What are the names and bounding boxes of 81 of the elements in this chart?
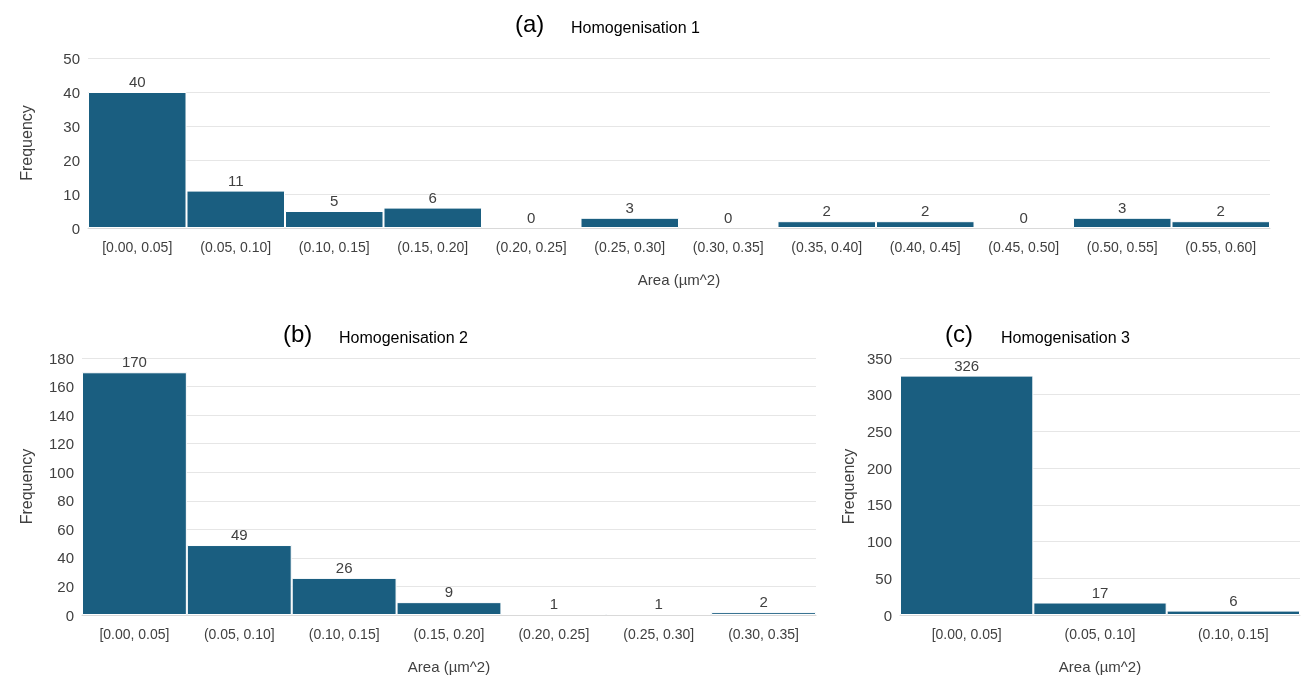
- data-label: 11: [227, 171, 244, 189]
- x-tick-label: (0.20, 0.25]: [518, 626, 590, 642]
- data-label: 2: [921, 202, 930, 220]
- x-tick-label: (0.05, 0.10]: [1064, 626, 1136, 642]
- y-tick-label: 40: [57, 549, 74, 567]
- x-axis-title: Area (µm^2): [1058, 658, 1142, 675]
- data-label: 326: [954, 356, 980, 374]
- x-tick-label: (0.05, 0.10]: [203, 626, 275, 642]
- data-label: 0: [724, 209, 733, 226]
- chart-title: (a): [515, 9, 545, 37]
- y-tick-label: 50: [63, 49, 80, 67]
- data-label: 2: [822, 202, 831, 220]
- y-tick-label: 0: [883, 606, 892, 624]
- y-tick-label: 40: [63, 83, 80, 101]
- data-label: 3: [625, 198, 634, 216]
- y-axis-title: Frequency: [17, 448, 35, 525]
- x-tick-label: [0.00, 0.05]: [102, 239, 173, 255]
- data-label: 1: [654, 594, 663, 612]
- x-tick-label: (0.25, 0.30]: [594, 239, 666, 255]
- y-tick-label: 0: [65, 606, 74, 624]
- x-axis-title: Area (µm^2): [407, 658, 491, 675]
- y-axis-title: Frequency: [839, 448, 857, 525]
- x-tick-label: (0.25, 0.30]: [623, 626, 695, 642]
- data-label: 3: [1118, 198, 1127, 216]
- data-label: 40: [128, 73, 146, 90]
- y-tick-label: 350: [866, 349, 892, 367]
- x-tick-label: (0.10, 0.15]: [298, 239, 370, 255]
- chart-title: (b): [283, 319, 313, 347]
- y-tick-label: 300: [866, 386, 892, 404]
- x-tick-label: (0.10, 0.15]: [308, 626, 380, 642]
- data-label: 1: [549, 594, 559, 612]
- x-tick-label: (0.40, 0.45]: [889, 239, 961, 255]
- chart-subtitle: Homogenisation 3: [1001, 328, 1131, 346]
- data-label: 9: [444, 583, 454, 601]
- data-label: 0: [527, 209, 536, 226]
- y-tick-label: 200: [866, 459, 892, 477]
- y-axis-title: Frequency: [17, 105, 35, 181]
- x-tick-label: (0.20, 0.25]: [495, 239, 567, 255]
- y-tick-label: 250: [866, 422, 892, 440]
- x-tick-label: [0.00, 0.05]: [99, 626, 170, 642]
- data-label: 6: [428, 188, 437, 206]
- y-tick-label: 150: [866, 496, 892, 514]
- data-label: 170: [121, 353, 147, 371]
- x-tick-label: (0.55, 0.60]: [1185, 239, 1257, 255]
- y-tick-label: 60: [57, 520, 74, 538]
- x-tick-label: (0.35, 0.40]: [791, 239, 863, 255]
- x-tick-label: (0.15, 0.20]: [413, 626, 485, 642]
- y-tick-label: 120: [48, 435, 74, 453]
- y-tick-label: 0: [71, 219, 80, 237]
- y-tick-label: 100: [48, 463, 74, 481]
- data-label: 0: [1019, 209, 1028, 226]
- x-tick-label: [0.00, 0.05]: [931, 626, 1002, 642]
- chart-subtitle: Homogenisation 1: [571, 18, 701, 36]
- y-tick-label: 50: [875, 569, 892, 587]
- x-axis-title: Area (µm^2): [637, 271, 721, 288]
- x-tick-label: (0.05, 0.10]: [200, 239, 272, 255]
- bar: [580, 217, 679, 228]
- y-tick-label: 180: [48, 349, 74, 367]
- chart-subtitle: Homogenisation 2: [339, 328, 469, 346]
- x-tick-label: (0.10, 0.15]: [1197, 626, 1269, 642]
- x-tick-label: (0.30, 0.35]: [728, 626, 799, 642]
- data-label: 2: [1216, 202, 1225, 220]
- y-tick-label: 30: [63, 117, 80, 135]
- y-tick-label: 100: [866, 533, 892, 551]
- y-tick-label: 160: [48, 378, 74, 396]
- data-label: 26: [335, 558, 353, 576]
- data-label: 17: [1091, 583, 1109, 601]
- y-tick-label: 10: [63, 185, 80, 203]
- x-tick-label: (0.30, 0.35]: [692, 239, 764, 255]
- y-tick-label: 140: [48, 406, 74, 424]
- y-tick-label: 80: [57, 492, 74, 510]
- data-label: 6: [1229, 591, 1238, 609]
- data-label: 2: [759, 593, 768, 611]
- x-tick-label: (0.50, 0.55]: [1086, 239, 1158, 255]
- data-label: 49: [230, 526, 248, 544]
- chart-title: (c): [945, 319, 973, 347]
- y-tick-label: 20: [63, 151, 80, 169]
- x-tick-label: (0.45, 0.50]: [988, 239, 1060, 255]
- x-tick-label: (0.15, 0.20]: [397, 239, 469, 255]
- y-tick-label: 20: [57, 577, 74, 595]
- data-label: 5: [330, 192, 339, 209]
